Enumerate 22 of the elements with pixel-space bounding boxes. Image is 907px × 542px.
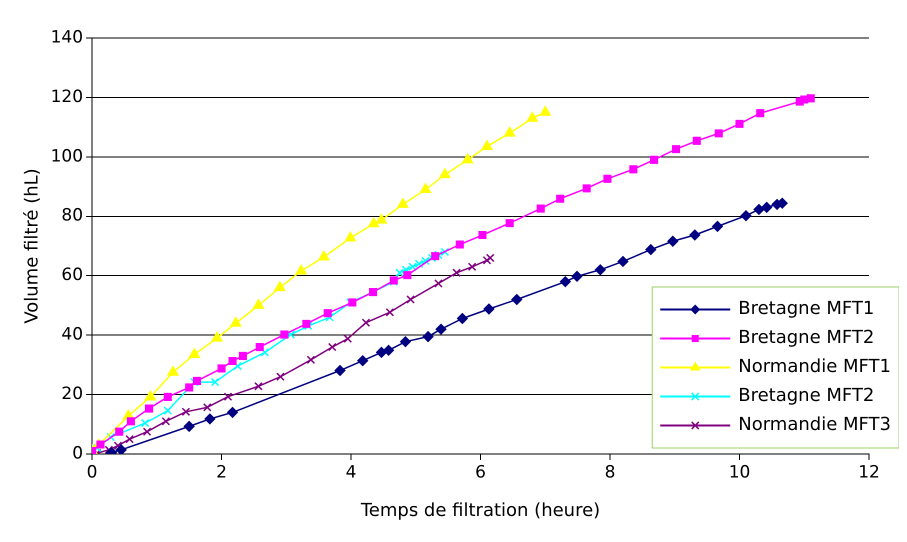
x-tick-label: 0: [86, 462, 98, 483]
legend-label: Normandie MFT3: [738, 414, 892, 436]
y-tick-label: 40: [61, 324, 84, 345]
y-tick-label: 100: [50, 146, 84, 166]
y-tick-label: 20: [61, 384, 84, 404]
y-tick-label: 60: [61, 265, 84, 286]
legend-label: Bretagne MFT1: [738, 298, 874, 320]
x-tick-label: 4: [346, 462, 356, 483]
y-tick-label: 80: [61, 206, 84, 226]
x-tick-label: 12: [858, 462, 880, 483]
x-tick-label: 8: [604, 462, 616, 483]
x-axis-title: Temps de filtration (heure): [360, 500, 600, 521]
x-tick-label: 10: [728, 462, 750, 483]
y-tick-label: 140: [50, 27, 84, 48]
legend-label: Bretagne MFT2: [738, 327, 874, 348]
legend-label: Bretagne MFT2: [738, 385, 874, 406]
y-axis-title: Volume filtré (hL): [21, 168, 42, 324]
y-tick-label: 120: [50, 86, 84, 107]
legend-label: Normandie MFT1: [738, 356, 892, 378]
y-tick-label: 0: [72, 443, 84, 464]
x-tick-label: 6: [475, 462, 486, 483]
x-tick-label: 2: [216, 462, 227, 483]
